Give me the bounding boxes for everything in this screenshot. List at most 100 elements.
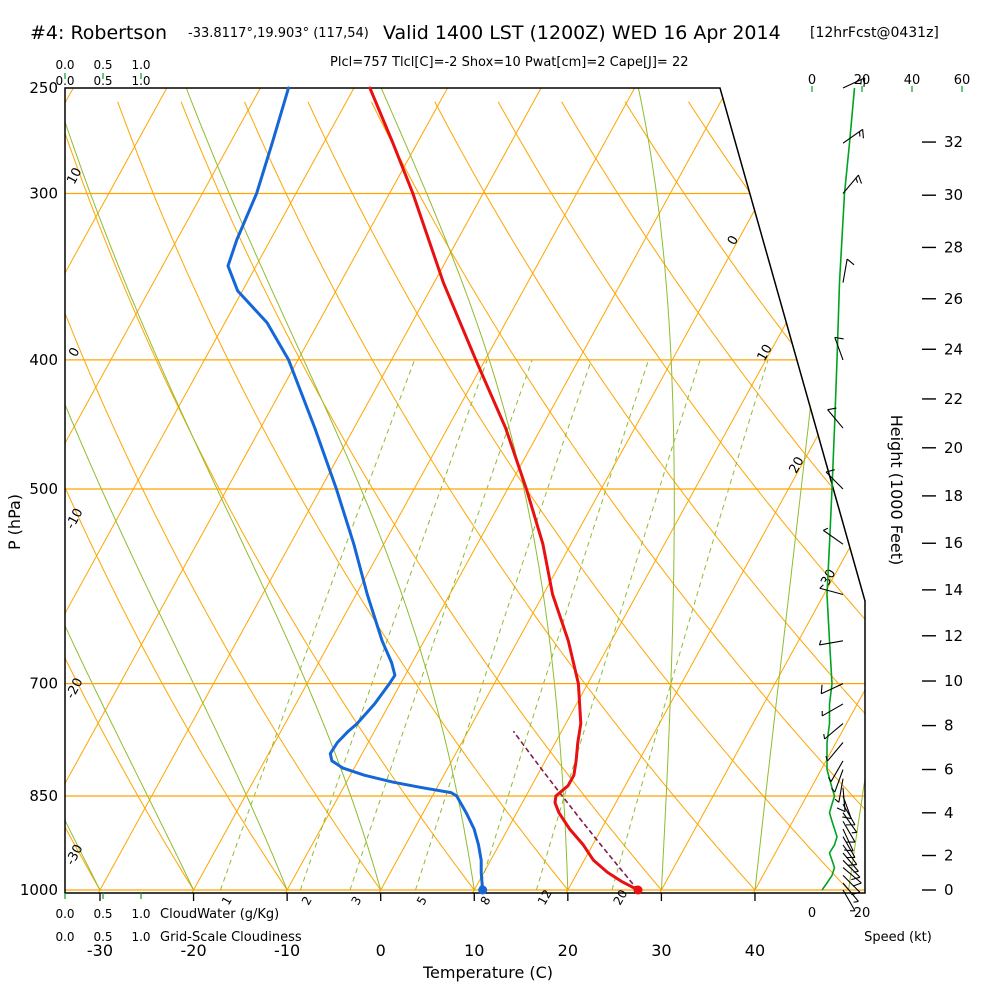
pressure-tick-label: 1000 bbox=[20, 881, 58, 899]
wind-barb bbox=[842, 128, 864, 144]
wind-barb-full bbox=[847, 864, 857, 866]
wind-barb bbox=[842, 889, 856, 912]
height-tick-label: 16 bbox=[944, 534, 963, 552]
dry-adiabat-line bbox=[624, 101, 865, 891]
isotherm-label: 10 bbox=[755, 342, 776, 364]
wind-barb bbox=[842, 77, 866, 89]
wind-barb bbox=[842, 821, 856, 843]
wind-barb bbox=[820, 683, 844, 695]
mixing-ratio-label: 5 bbox=[414, 894, 430, 908]
wind-barb-staff bbox=[842, 787, 846, 812]
temperature-tick-label: 30 bbox=[651, 941, 671, 960]
height-tick-label: 10 bbox=[944, 672, 963, 690]
wind-barb-full bbox=[827, 407, 837, 411]
wind-barb-staff bbox=[830, 760, 844, 782]
wind-barb-half bbox=[831, 787, 836, 793]
wind-speed-curve bbox=[821, 87, 856, 891]
forecast-hour-label: [12hrFcst@0431z] bbox=[810, 25, 939, 41]
pressure-tick-label: 700 bbox=[29, 675, 58, 693]
wind-barb-full bbox=[851, 876, 861, 881]
temperature-axis-title: Temperature (C) bbox=[422, 963, 553, 982]
isotherm-line bbox=[565, 88, 865, 893]
isotherm-line bbox=[65, 88, 355, 893]
wind-barb-half bbox=[825, 756, 829, 762]
wind-barb-staff bbox=[842, 889, 856, 912]
wind-barb bbox=[842, 174, 863, 194]
skewt-background-grid bbox=[65, 88, 865, 893]
sounding-profiles bbox=[226, 86, 643, 895]
pressure-tick-label: 300 bbox=[29, 184, 58, 202]
dry-adiabat-label: 0 bbox=[66, 345, 83, 359]
cloudiness-scale-title: Grid-Scale Cloudiness bbox=[160, 930, 302, 945]
height-tick-label: 30 bbox=[944, 186, 963, 204]
moist-adiabat-line bbox=[380, 88, 569, 891]
speed-scale-top-label: 60 bbox=[954, 73, 971, 88]
wind-barb-staff bbox=[824, 723, 844, 740]
wind-barb bbox=[842, 844, 858, 866]
cloudwater-top-scale-label: 1.0 bbox=[131, 58, 150, 72]
surface-dewpoint-dot bbox=[478, 885, 488, 895]
height-tick-label: 2 bbox=[944, 847, 954, 865]
pressure-tick-label: 400 bbox=[29, 351, 58, 369]
cloudwater-bottom-scale-label: 0.5 bbox=[93, 907, 112, 921]
wind-barb bbox=[842, 867, 862, 887]
wind-barb-staff bbox=[842, 859, 861, 878]
height-tick-label: 18 bbox=[944, 487, 963, 505]
valid-time-title: Valid 1400 LST (1200Z) WED 16 Apr 2014 bbox=[383, 22, 781, 44]
isotherm-line bbox=[65, 88, 448, 893]
wind-barb-full bbox=[825, 469, 835, 473]
wind-barb-staff bbox=[842, 844, 858, 865]
wind-barb-half bbox=[853, 870, 859, 873]
wind-barb bbox=[827, 407, 844, 429]
wind-barb bbox=[818, 640, 844, 646]
speed-scale-bottom-label: 0 bbox=[808, 906, 816, 921]
isotherm-label: 30 bbox=[818, 567, 839, 589]
wind-barb-staff bbox=[821, 703, 844, 717]
temperature-tick-label: 10 bbox=[464, 941, 484, 960]
height-tick-label: 6 bbox=[944, 761, 954, 779]
temperature-tick-label: 40 bbox=[745, 941, 765, 960]
dry-adiabat-line bbox=[497, 101, 865, 891]
wind-barb-staff bbox=[838, 778, 844, 803]
wind-barb bbox=[825, 469, 844, 490]
wind-barb bbox=[819, 584, 844, 596]
cloudiness-bottom-scale-label: 0.5 bbox=[93, 930, 112, 944]
wind-barb-full bbox=[834, 336, 844, 340]
dry-adiabat-line bbox=[307, 101, 849, 891]
wind-barb bbox=[825, 742, 844, 762]
isotherm-line bbox=[378, 88, 823, 893]
dry-adiabat-line bbox=[65, 101, 288, 891]
moist-adiabat-line bbox=[65, 88, 382, 891]
pressure-tick-label: 250 bbox=[29, 79, 58, 97]
mixing-ratio-label: 1 bbox=[219, 894, 235, 908]
dry-adiabat-line bbox=[180, 101, 662, 891]
wind-barb-full bbox=[842, 816, 852, 820]
pressure-tick-label: 500 bbox=[29, 480, 58, 498]
wind-barb bbox=[834, 778, 844, 803]
isotherm-label: 20 bbox=[786, 454, 807, 476]
wind-barb bbox=[842, 852, 859, 873]
isotherm-line bbox=[659, 88, 865, 893]
cloudiness-bottom-scale-label: 0.0 bbox=[55, 930, 74, 944]
wind-barb bbox=[842, 258, 855, 283]
moist-adiabat-line bbox=[185, 88, 475, 891]
height-tick-label: 32 bbox=[944, 133, 963, 151]
isotherm-line bbox=[285, 88, 729, 893]
speed-scale-top-label: 40 bbox=[904, 73, 921, 88]
wind-barb bbox=[836, 787, 846, 813]
wind-barb bbox=[831, 769, 844, 793]
dry-adiabat-label: -30 bbox=[63, 842, 86, 868]
temperature-tick-label: 0 bbox=[376, 941, 386, 960]
wind-barb-staff bbox=[842, 867, 862, 884]
wind-barb-full bbox=[846, 258, 855, 266]
wind-barb bbox=[842, 859, 861, 881]
moist-adiabat-line bbox=[65, 88, 195, 891]
station-coords: -33.8117°,19.903° (117,54) bbox=[188, 26, 369, 41]
mixing-ratio-label: 2 bbox=[299, 894, 315, 908]
surface-temperature-dot bbox=[633, 885, 643, 895]
wind-barb-staff bbox=[827, 742, 844, 762]
wind-barb-full bbox=[857, 174, 863, 184]
wind-barb-staff bbox=[834, 337, 844, 361]
wind-barb bbox=[842, 828, 854, 852]
